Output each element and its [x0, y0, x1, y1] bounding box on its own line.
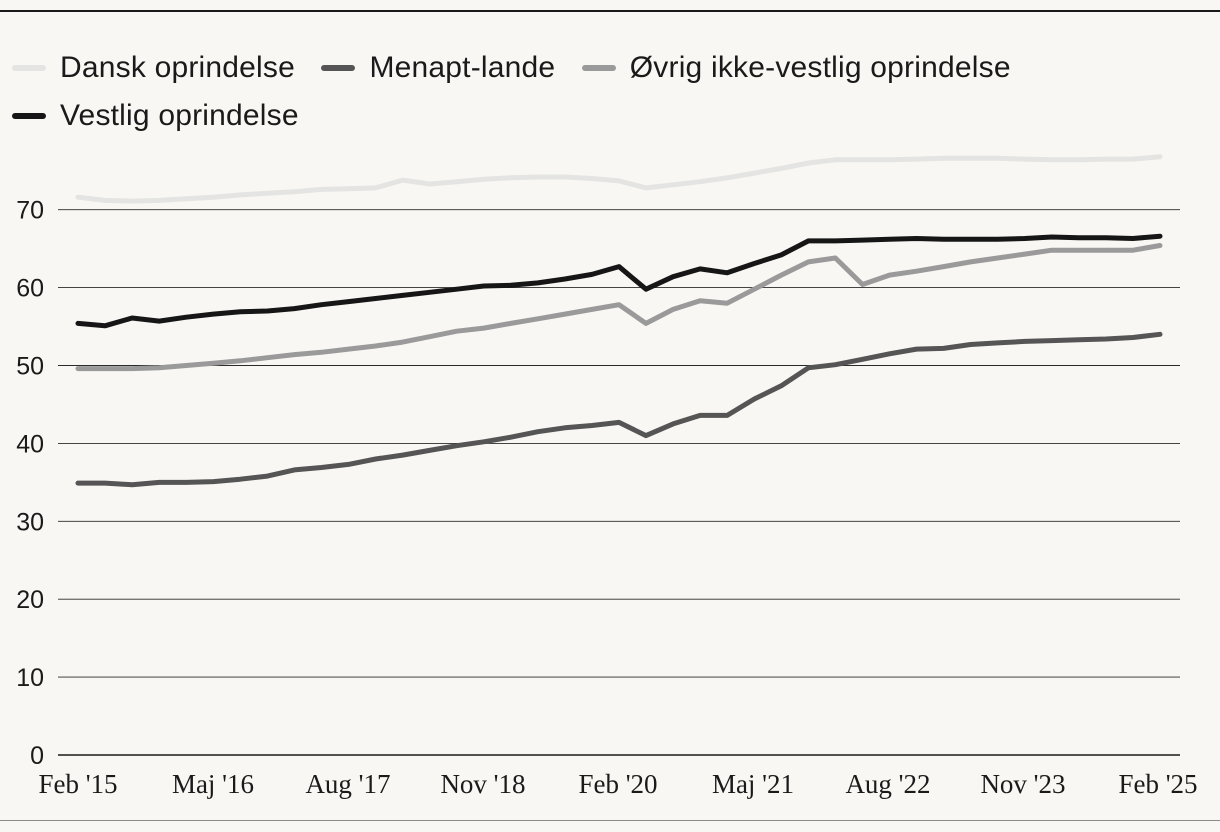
top-rule: [0, 10, 1220, 12]
legend-item-menapt: Menapt-lande: [321, 44, 555, 92]
legend-item-dansk: Dansk oprindelse: [12, 44, 295, 92]
y-tick-label-10: 10: [16, 664, 44, 692]
x-tick-label-5: Maj '21: [712, 769, 794, 799]
x-tick-label-4: Feb '20: [578, 769, 657, 799]
legend-swatch-menapt: [321, 65, 356, 71]
legend-item-ovrig: Øvrig ikke-vestlig oprindelse: [581, 44, 1011, 92]
legend-item-vestlig: Vestlig oprindelse: [12, 92, 299, 140]
series-line-2: [75, 243, 1163, 372]
series-line-1: [75, 331, 1163, 488]
y-tick-labels: 0 10 20 30 40 50 60 70: [16, 197, 44, 770]
x-tick-label-8: Feb '25: [1118, 769, 1197, 799]
legend-label-menapt: Menapt-lande: [369, 51, 556, 84]
legend-swatch-vestlig: [12, 113, 46, 119]
series-line-3: [75, 233, 1163, 329]
x-tick-label-1: Maj '16: [172, 769, 254, 799]
legend-label-vestlig: Vestlig oprindelse: [60, 99, 299, 132]
y-tick-label-70: 70: [16, 197, 44, 225]
series-line-0: [75, 154, 1163, 204]
y-tick-label-50: 50: [16, 353, 44, 381]
x-tick-label-2: Aug '17: [305, 769, 390, 799]
legend-label-dansk: Dansk oprindelse: [60, 51, 295, 84]
y-tick-label-30: 30: [16, 508, 44, 536]
y-tick-label-60: 60: [16, 275, 44, 303]
bottom-rule: [0, 820, 1220, 821]
x-tick-label-7: Nov '23: [980, 769, 1065, 799]
y-tick-label-0: 0: [30, 742, 44, 770]
series-lines: [75, 154, 1163, 488]
x-tick-label-0: Feb '15: [38, 769, 117, 799]
x-tick-labels: Feb '15 Maj '16 Aug '17 Nov '18 Feb '20 Maj '…: [38, 769, 1197, 799]
y-tick-label-40: 40: [16, 430, 44, 458]
legend-label-ovrig: Øvrig ikke-vestlig oprindelse: [629, 51, 1011, 84]
x-tick-label-6: Aug '22: [845, 769, 930, 799]
x-tick-label-3: Nov '18: [440, 769, 525, 799]
legend: Dansk oprindelse Menapt-lande Øvrig ikke…: [12, 44, 1212, 140]
legend-swatch-dansk: [12, 65, 46, 71]
grid-lines: [58, 209, 1180, 756]
y-tick-label-20: 20: [16, 586, 44, 614]
legend-swatch-ovrig: [581, 65, 616, 71]
